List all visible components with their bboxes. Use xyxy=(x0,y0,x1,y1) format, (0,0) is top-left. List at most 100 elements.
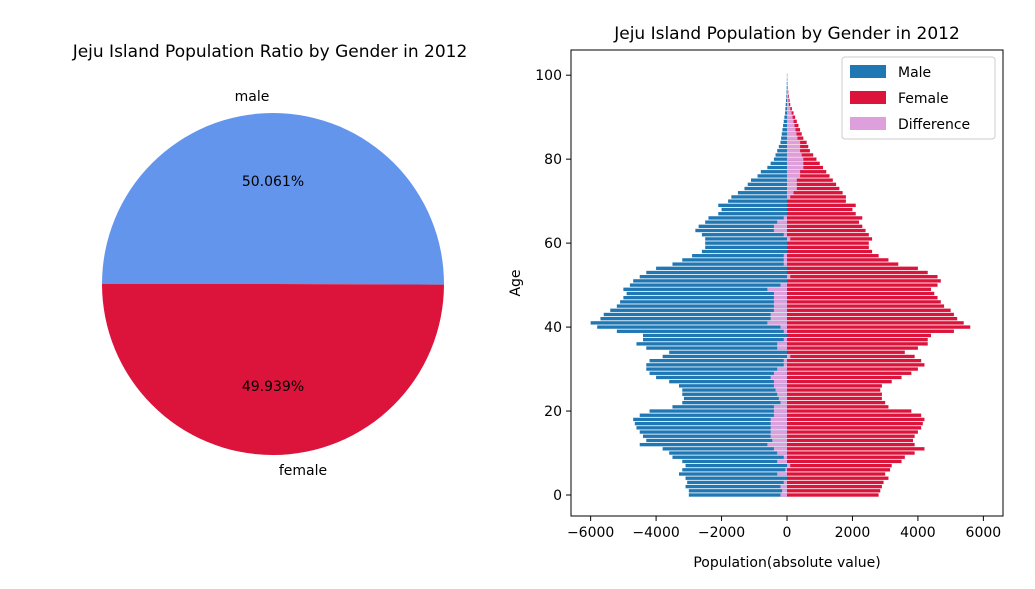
y-tick-label: 100 xyxy=(535,68,562,84)
bar-female-age-27 xyxy=(787,379,892,384)
bar-female-age-6 xyxy=(787,468,891,472)
bar-female-age-17 xyxy=(787,421,923,426)
bar-female-age-39 xyxy=(787,329,954,333)
bar-female-age-58 xyxy=(787,249,873,254)
bar-difference-age-8 xyxy=(777,459,787,464)
bar-male-age-70 xyxy=(728,199,787,203)
bar-male-age-62 xyxy=(701,233,787,237)
bar-female-age-66 xyxy=(787,216,863,220)
bar-female-age-41 xyxy=(787,321,964,325)
bar-difference-age-3 xyxy=(783,480,787,485)
bar-male-age-38 xyxy=(643,333,787,338)
bar-difference-age-9 xyxy=(783,455,787,459)
bar-male-age-68 xyxy=(721,207,787,212)
bar-female-age-48 xyxy=(787,291,935,296)
bar-difference-age-61 xyxy=(787,237,791,241)
bar-male-age-71 xyxy=(731,195,787,199)
bar-difference-age-15 xyxy=(770,430,787,434)
bar-male-age-52 xyxy=(639,275,787,279)
legend: Male Female Difference xyxy=(841,56,996,140)
bar-male-age-95 xyxy=(786,94,787,98)
bar-male-age-14 xyxy=(643,434,787,438)
bar-female-age-54 xyxy=(787,266,918,270)
bar-male-age-13 xyxy=(646,438,787,443)
bar-difference-age-78 xyxy=(787,165,804,170)
bar-male-age-74 xyxy=(747,182,787,187)
bar-female-age-18 xyxy=(787,417,925,422)
bar-difference-age-41 xyxy=(767,321,787,325)
y-tick-label: 80 xyxy=(544,152,562,168)
bar-male-age-31 xyxy=(646,363,787,367)
pie-slice-female xyxy=(102,284,444,456)
bar-male-age-9 xyxy=(672,455,787,459)
bar-female-age-52 xyxy=(787,275,938,279)
bar-male-age-49 xyxy=(623,287,787,291)
bar-difference-age-79 xyxy=(787,161,804,166)
bar-difference-age-25 xyxy=(775,388,787,392)
bar-female-age-53 xyxy=(787,270,928,275)
bar-female-age-31 xyxy=(787,363,925,367)
bar-male-age-75 xyxy=(751,178,787,182)
bar-male-age-65 xyxy=(705,220,787,224)
pie-slice-male xyxy=(102,113,444,285)
bar-female-age-1 xyxy=(787,489,881,493)
bar-male-age-27 xyxy=(669,379,787,384)
bar-female-age-50 xyxy=(787,283,938,287)
bar-difference-age-23 xyxy=(778,396,787,401)
pie-chart-title: Jeju Island Population Ratio by Gender i… xyxy=(72,42,468,62)
bar-difference-age-30 xyxy=(777,367,787,371)
bar-difference-age-33 xyxy=(787,354,791,359)
bar-female-age-45 xyxy=(787,304,945,308)
bar-female-age-28 xyxy=(787,375,902,380)
bar-difference-age-73 xyxy=(787,186,797,191)
x-axis-ticks: −6000 −4000 −2000 0 2000 4000 6000 xyxy=(567,516,1001,541)
bar-male-age-56 xyxy=(682,258,787,262)
bar-male-age-90 xyxy=(784,115,787,119)
bar-difference-age-11 xyxy=(773,447,787,451)
bar-difference-age-86 xyxy=(787,132,797,136)
x-tick-label: −4000 xyxy=(632,525,679,541)
bar-male-age-91 xyxy=(785,111,787,115)
bar-female-age-15 xyxy=(787,430,918,434)
bar-male-age-37 xyxy=(643,337,787,342)
bar-difference-age-28 xyxy=(770,375,787,380)
bar-difference-age-45 xyxy=(773,304,787,308)
x-tick-label: 2000 xyxy=(835,525,871,541)
bar-male-age-63 xyxy=(695,228,787,233)
x-tick-label: 4000 xyxy=(900,525,936,541)
x-axis-label: Population(absolute value) xyxy=(693,555,880,571)
pie-pct-male: 50.061% xyxy=(242,174,304,190)
bar-male-age-67 xyxy=(718,212,787,216)
bar-female-age-49 xyxy=(787,287,931,291)
bar-difference-age-22 xyxy=(780,400,787,405)
bar-difference-age-76 xyxy=(787,174,801,178)
bar-difference-age-91 xyxy=(787,111,792,115)
bar-female-age-23 xyxy=(787,396,882,401)
bar-male-age-81 xyxy=(775,153,787,157)
bar-difference-age-52 xyxy=(787,275,791,279)
bar-female-age-71 xyxy=(787,195,846,199)
bar-male-age-61 xyxy=(705,237,787,241)
bar-female-age-60 xyxy=(787,241,869,245)
x-tick-label: 0 xyxy=(783,525,792,541)
bar-difference-age-85 xyxy=(787,136,798,140)
bar-difference-age-49 xyxy=(767,287,787,291)
bar-male-age-10 xyxy=(669,451,787,455)
bar-difference-age-87 xyxy=(787,128,796,132)
bar-male-age-36 xyxy=(636,342,787,346)
bar-female-age-33 xyxy=(787,354,915,359)
y-tick-label: 60 xyxy=(544,236,562,252)
bar-female-age-64 xyxy=(787,224,863,229)
bar-male-age-1 xyxy=(688,489,787,493)
bar-male-age-39 xyxy=(616,329,787,333)
bar-female-age-32 xyxy=(787,358,922,363)
bar-difference-age-36 xyxy=(777,342,787,346)
bar-male-age-0 xyxy=(688,493,787,497)
bar-male-age-50 xyxy=(629,283,787,287)
bar-difference-age-32 xyxy=(783,358,787,363)
bar-male-age-87 xyxy=(782,128,787,132)
bar-difference-age-6 xyxy=(785,468,787,472)
legend-swatch-difference xyxy=(850,117,886,130)
bar-female-age-19 xyxy=(787,413,922,417)
bar-female-age-72 xyxy=(787,191,843,195)
